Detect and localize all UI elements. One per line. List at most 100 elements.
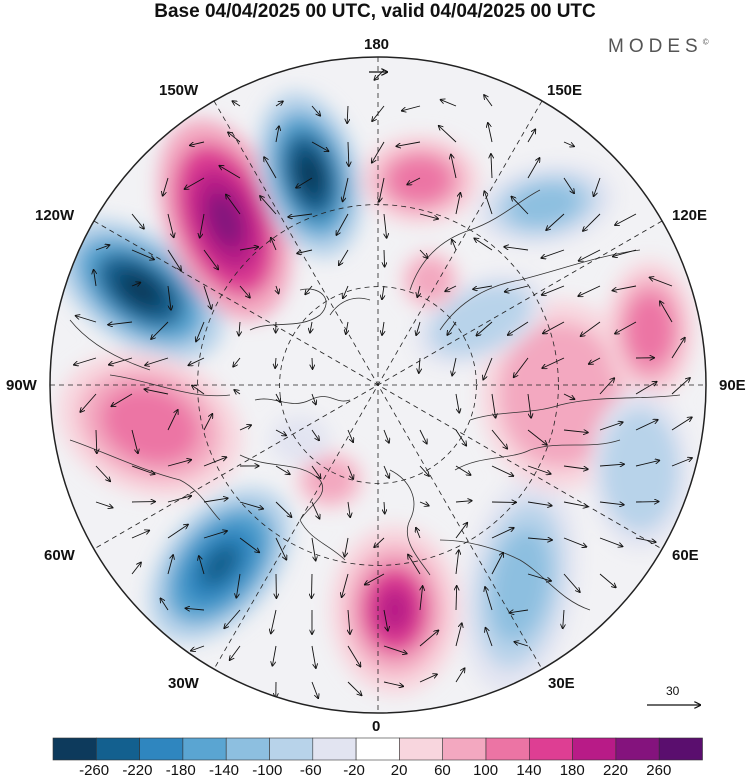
wind-arrow: [527, 429, 547, 445]
map-title: Base 04/04/2025 00 UTC, valid 04/04/2025…: [154, 1, 596, 22]
wind-arrow: [599, 573, 616, 587]
wind-arrow: [383, 429, 389, 443]
wind-arrow: [275, 429, 286, 436]
wind-arrow: [563, 573, 580, 592]
wind-arrow: [445, 285, 457, 291]
coastline: [254, 396, 351, 404]
wind-arrow: [599, 537, 622, 546]
coastline: [439, 249, 641, 331]
lon-label-120e: 120E: [672, 207, 708, 224]
wind-arrow: [599, 501, 624, 505]
wind-arrow: [96, 429, 97, 453]
wind-arrow: [455, 523, 467, 539]
colorbar-swatch: [615, 737, 660, 761]
wind-arrow: [419, 429, 427, 444]
wind-arrow: [660, 301, 673, 323]
wind-arrow: [407, 177, 421, 185]
wind-arrow: [382, 285, 384, 299]
wind-arrow: [599, 464, 624, 466]
wind-arrow: [347, 465, 353, 479]
wind-arrow: [95, 245, 109, 251]
wind-arrow: [276, 126, 279, 143]
anomaly-center: [101, 386, 199, 464]
wind-arrow: [95, 501, 113, 508]
wind-arrow: [311, 681, 318, 698]
wind-arrow: [379, 177, 385, 202]
wind-arrow: [145, 357, 169, 365]
modes-logo: MODES©: [608, 36, 709, 57]
wind-arrow: [486, 628, 493, 647]
wind-arrow: [288, 213, 313, 217]
wind-arrow: [456, 586, 457, 611]
wind-arrow: [239, 501, 263, 509]
wind-arrow: [383, 681, 403, 686]
wind-arrow: [563, 465, 588, 469]
wind-arrow: [312, 357, 313, 369]
wind-arrow: [417, 285, 420, 297]
wind-arrow: [563, 177, 574, 193]
wind-arrow: [345, 537, 349, 557]
wind-arrow: [297, 249, 313, 253]
wind-arrow: [111, 393, 133, 406]
wind-arrow: [455, 668, 465, 683]
wind-arrow: [336, 213, 349, 235]
wind-arrow: [239, 285, 250, 298]
wind-arrow: [451, 155, 457, 179]
colorbar-tick-label: -260: [79, 762, 110, 779]
lon-label-30e: 30E: [548, 675, 575, 692]
wind-arrow: [311, 141, 328, 151]
anomaly-center: [388, 156, 452, 204]
colorbar-tick-label: -140: [209, 762, 240, 779]
colorbar-tick-label: 260: [646, 762, 672, 779]
colorbar-tick-label: 180: [559, 762, 585, 779]
wind-arrow: [131, 429, 138, 453]
colorbar-swatch: [399, 737, 443, 761]
wind-arrow: [305, 285, 313, 294]
wind-arrow: [131, 213, 144, 229]
colorbar-swatch: [269, 737, 314, 761]
meridian-line: [93, 220, 663, 550]
wind-arrow: [224, 609, 241, 628]
wind-arrow: [372, 141, 385, 163]
wind-arrow: [514, 357, 529, 377]
wind-arrow: [203, 285, 211, 309]
coastline: [249, 288, 327, 331]
wind-arrow: [491, 528, 514, 539]
wind-arrow: [311, 465, 321, 478]
wind-arrow: [383, 609, 388, 631]
coastlines: [69, 189, 681, 611]
wind-arrow: [76, 316, 97, 323]
wind-arrow: [383, 465, 389, 478]
wind-arrow: [635, 420, 658, 431]
colorbar-swatch: [182, 737, 227, 761]
wind-arrow: [311, 429, 319, 440]
wind-arrow: [131, 531, 149, 539]
wind-vectors: [74, 69, 692, 698]
wind-arrow: [190, 141, 205, 145]
wind-arrow: [650, 277, 673, 287]
wind-arrow: [167, 249, 181, 270]
wind-arrow: [419, 249, 428, 258]
wind-arrow: [455, 429, 466, 446]
wind-arrow: [612, 285, 637, 291]
wind-arrow: [167, 213, 174, 237]
wind-arrow: [348, 141, 349, 166]
wind-arrow: [491, 553, 503, 575]
wind-arrow: [167, 525, 188, 539]
colorbar-swatch: [96, 737, 140, 761]
wind-arrow: [275, 357, 276, 368]
wind-arrow: [374, 537, 385, 547]
wind-arrow: [563, 393, 574, 399]
wind-arrow: [383, 645, 407, 654]
wind-arrow: [441, 100, 457, 107]
wind-arrow: [239, 425, 251, 431]
wind-arrow: [408, 555, 421, 575]
wind-arrow: [384, 213, 387, 238]
wind-arrow: [346, 321, 348, 334]
wind-arrow: [491, 465, 513, 476]
wind-arrow: [192, 385, 205, 395]
lon-label-0: 0: [372, 718, 381, 735]
wind-arrow: [599, 422, 623, 431]
wind-arrow: [491, 154, 492, 179]
lon-label-180: 180: [364, 36, 390, 53]
